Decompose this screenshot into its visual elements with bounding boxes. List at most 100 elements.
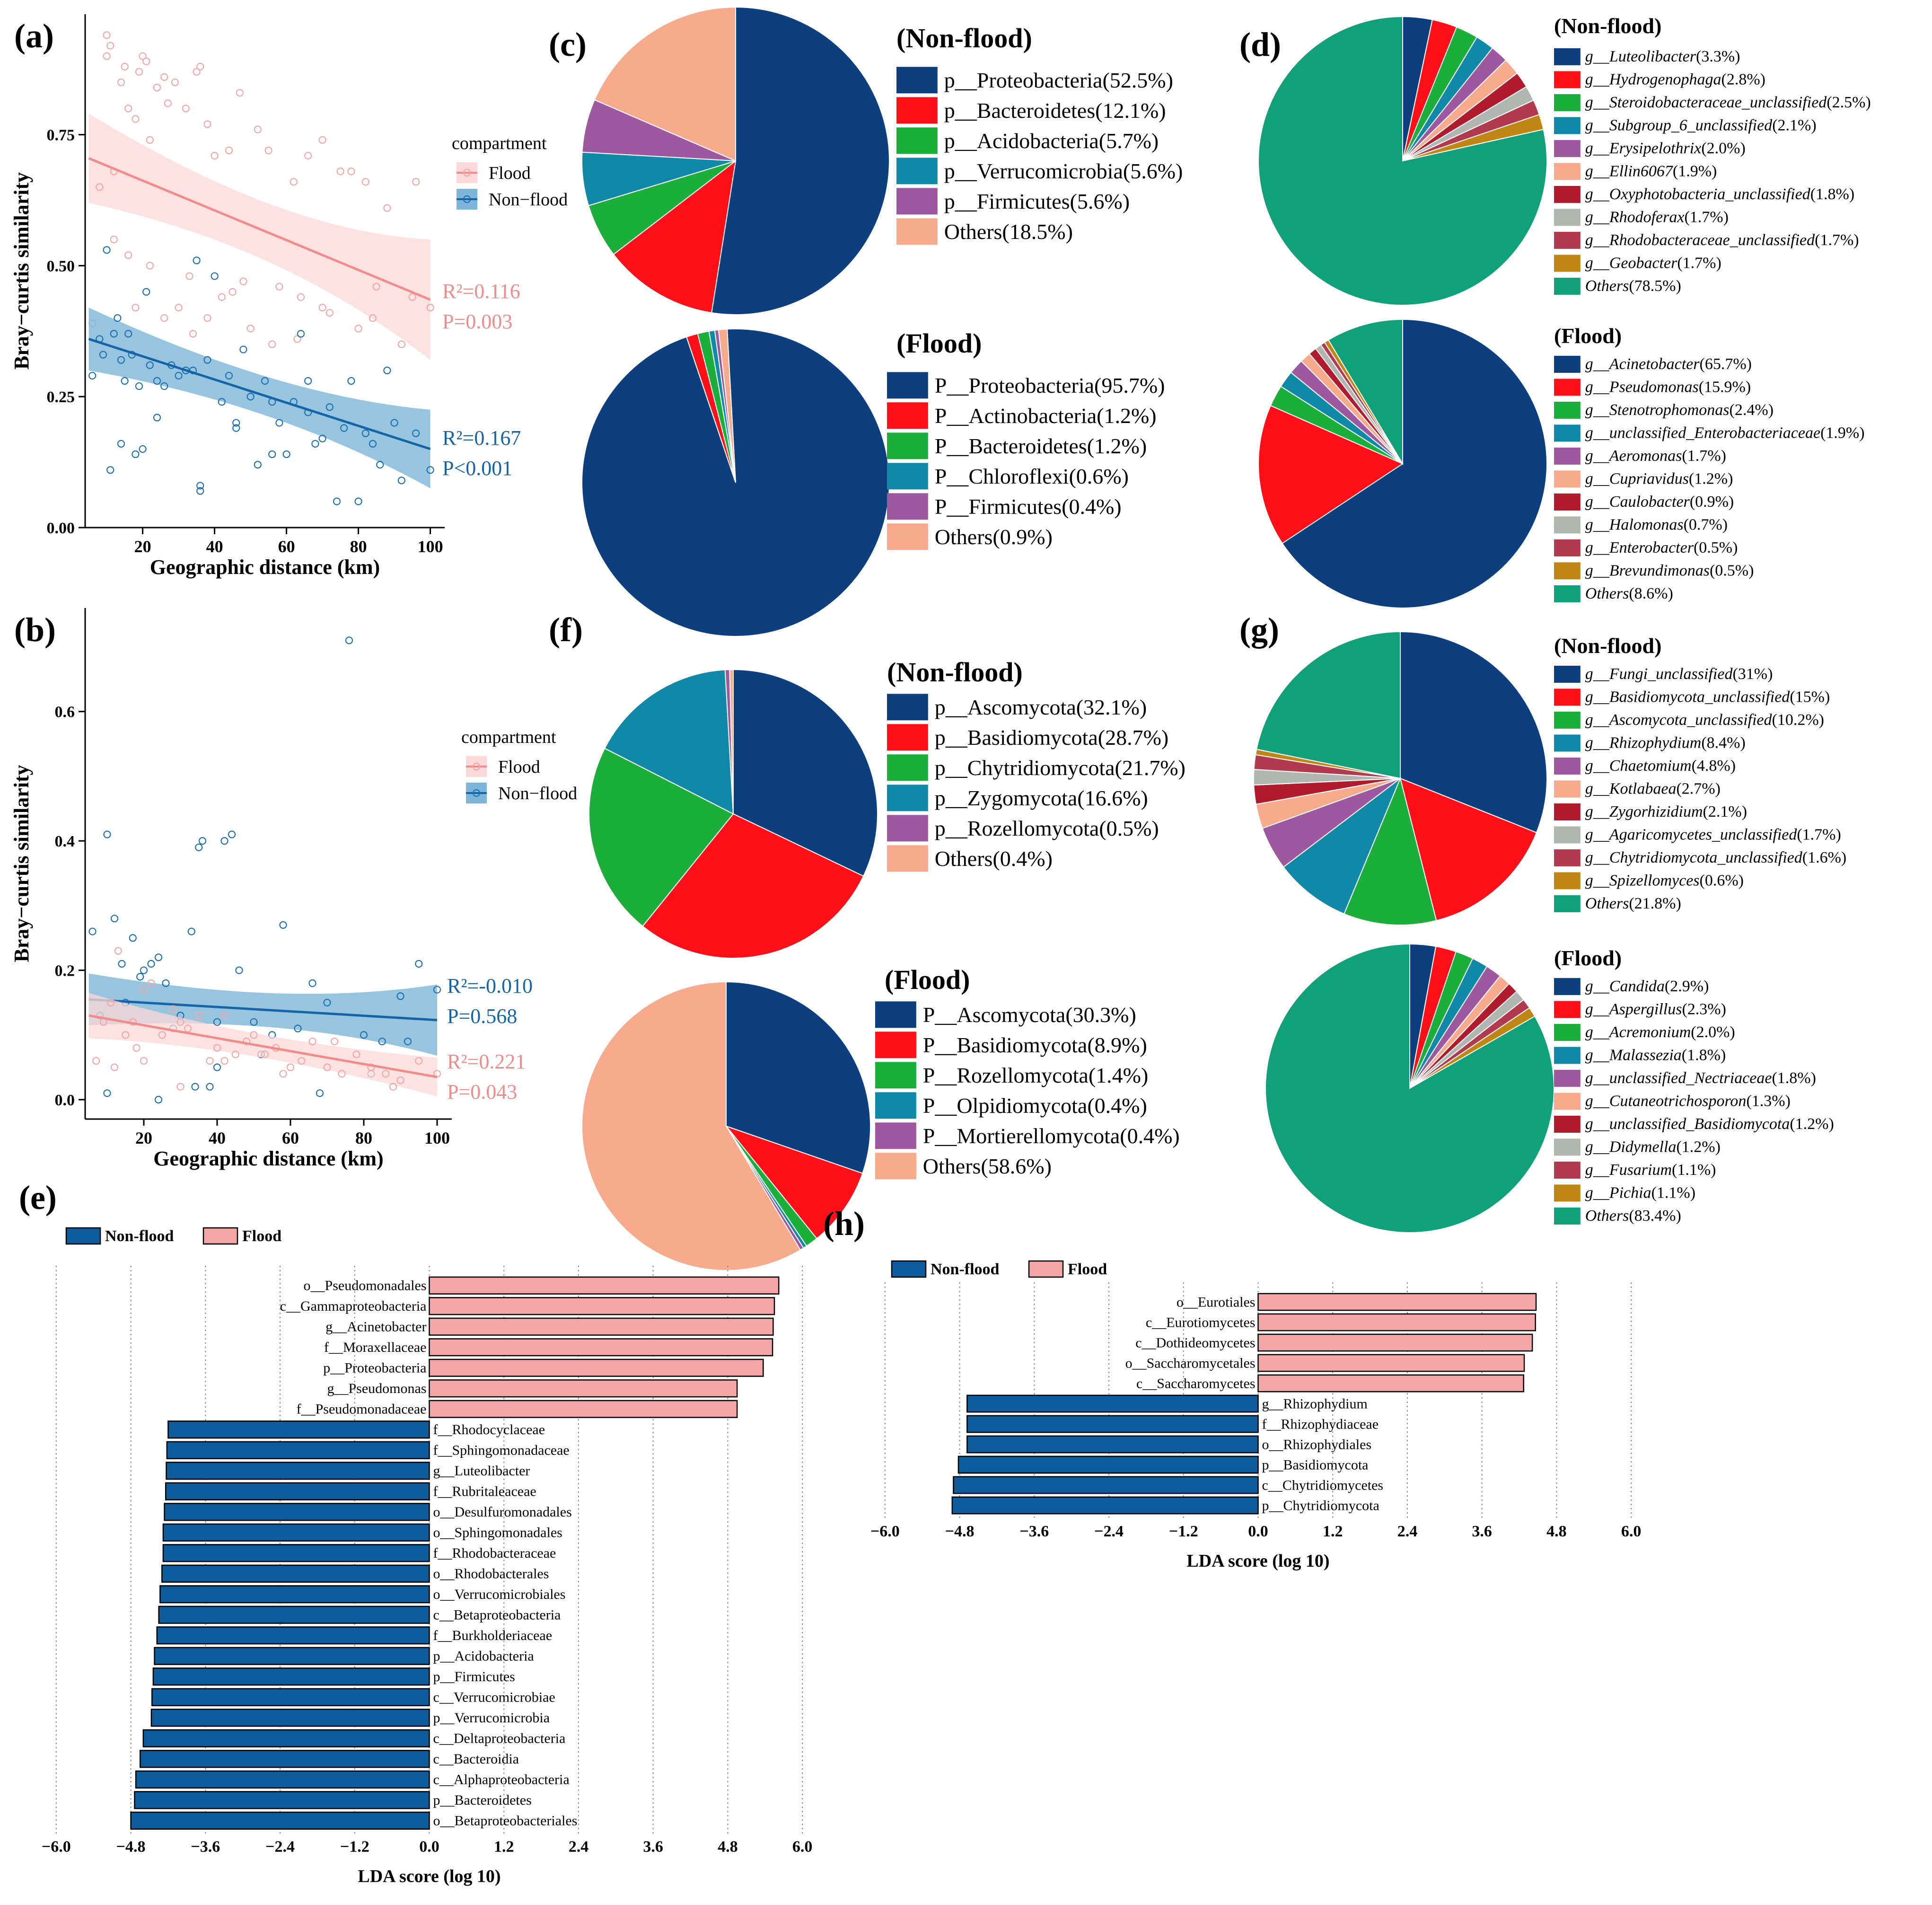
data-point-nonflood	[139, 445, 147, 453]
confidence-band-nonflood	[88, 308, 430, 488]
label-genus: unclassified_Nectriaceae	[1609, 1069, 1772, 1087]
data-point-nonflood	[360, 1031, 368, 1039]
data-point-nonflood	[103, 246, 111, 254]
data-point-flood	[195, 1012, 203, 1020]
data-point-nonflood	[261, 377, 269, 385]
legend-label: g__Aeromonas(1.7%)	[1585, 447, 1726, 465]
data-point-flood	[323, 1063, 331, 1071]
bar-label: c__Chytridiomycetes	[1262, 1477, 1384, 1493]
x-tick-label: −2.4	[1094, 1523, 1124, 1540]
legend-label: P__Bacteroidetes(1.2%)	[935, 434, 1147, 458]
legend-title: (Flood)	[1554, 324, 1622, 348]
legend-label: P__Olpidiomycota(0.4%)	[923, 1094, 1147, 1118]
data-point-flood	[254, 125, 262, 133]
lda-bar	[1257, 1333, 1533, 1352]
label-pct: (15%)	[1790, 688, 1830, 706]
data-point-nonflood	[412, 429, 420, 437]
legend-swatch	[1554, 1093, 1581, 1110]
x-tick-label: 40	[209, 1129, 226, 1147]
pie-slice	[1327, 318, 1403, 466]
regression-line-nonflood	[88, 998, 438, 1022]
lda-bar	[159, 1585, 430, 1604]
label-pct: (1.7%)	[1677, 255, 1721, 272]
label-prefix: g__	[1585, 71, 1610, 88]
data-point-nonflood	[396, 992, 404, 1000]
lda-bar	[429, 1338, 773, 1357]
data-point-flood	[185, 272, 193, 280]
data-point-flood	[336, 168, 344, 176]
data-point-nonflood	[318, 434, 326, 442]
label-pct: (1.9%)	[1820, 424, 1864, 442]
legend-entry: Non-flood	[105, 1227, 174, 1245]
data-point-flood	[196, 62, 204, 71]
data-point-nonflood	[316, 1089, 324, 1097]
data-point-flood	[372, 282, 380, 291]
label-pct: (31%)	[1732, 665, 1773, 683]
label-others: Others	[1585, 277, 1629, 295]
data-point-nonflood	[103, 1089, 111, 1097]
legend-label: g__Candida(2.9%)	[1585, 978, 1709, 995]
lda-bar	[140, 1750, 430, 1768]
data-point-nonflood	[390, 419, 398, 427]
legend-label: g__Didymella(1.2%)	[1585, 1138, 1721, 1156]
lda-bar	[429, 1297, 775, 1315]
data-point-flood	[308, 1037, 316, 1046]
label-genus: Cutaneotrichosporon	[1609, 1093, 1747, 1110]
bar-label: g__Pseudomonas	[327, 1381, 427, 1396]
bar-label: o__Rhodobacterales	[433, 1566, 549, 1582]
data-point-flood	[182, 105, 190, 113]
label-others: Others	[1585, 1207, 1629, 1225]
data-point-flood	[124, 251, 132, 259]
legend-label: p__Rozellomycota(0.5%)	[935, 816, 1159, 840]
legend-label: Others(78.5%)	[1585, 277, 1681, 295]
pie-slice	[1258, 405, 1404, 544]
legend-swatch	[1554, 255, 1581, 272]
data-point-nonflood	[361, 429, 369, 437]
data-point-flood	[92, 1057, 100, 1065]
lda-bar	[134, 1791, 430, 1809]
lda-bar	[957, 1455, 1259, 1474]
legend-label: p__Zygomycota(16.6%)	[935, 786, 1148, 810]
x-tick-label: −1.2	[340, 1838, 369, 1856]
legend-label: p__Ascomycota(32.1%)	[935, 695, 1147, 719]
label-genus: Cupriavidus	[1609, 470, 1689, 488]
data-point-nonflood	[153, 414, 161, 422]
legend-label: g__Basidiomycota_unclassified(15%)	[1585, 688, 1830, 706]
bar-label: p__Proteobacteria	[323, 1360, 426, 1376]
lda-bar	[156, 1626, 430, 1645]
pie-slice	[1282, 776, 1402, 915]
legend-label: g__Pichia(1.1%)	[1585, 1184, 1695, 1202]
pie-slice	[1256, 631, 1401, 779]
legend-label: g__unclassified_Basidiomycota(1.2%)	[1585, 1115, 1834, 1133]
x-tick-label: 2.4	[569, 1838, 589, 1856]
legend-label: g__Ascomycota_unclassified(10.2%)	[1585, 711, 1824, 729]
pie-slice	[594, 6, 736, 162]
label-pct: (83.4%)	[1629, 1207, 1681, 1225]
label-genus: Ellin6067	[1609, 163, 1674, 180]
legend-swatch	[875, 1122, 916, 1149]
data-point-nonflood	[211, 272, 219, 280]
label-prefix: g__	[1585, 255, 1610, 272]
label-pct: (2.0%)	[1691, 1023, 1735, 1041]
legend-swatch	[896, 158, 938, 185]
data-point-nonflood	[225, 371, 233, 380]
label-genus: Aeromonas	[1608, 447, 1682, 465]
data-point-nonflood	[246, 393, 255, 401]
label-genus: Rhodobacteraceae_unclassified	[1609, 231, 1815, 249]
data-point-nonflood	[154, 953, 163, 961]
lda-bar	[166, 1462, 430, 1480]
p-value-label: P=0.003	[442, 310, 512, 333]
y-tick-label: 0.25	[47, 388, 75, 406]
data-point-flood	[211, 151, 219, 160]
data-point-nonflood	[132, 450, 140, 459]
data-point-nonflood	[354, 497, 362, 505]
y-axis-title: Bray−curtis similarity	[10, 172, 33, 370]
label-pct: (1.8%)	[1682, 1047, 1726, 1064]
data-point-flood	[250, 1031, 258, 1039]
legend-label: g__Rhizophydium(8.4%)	[1585, 734, 1746, 752]
label-prefix: g__	[1585, 1001, 1610, 1018]
data-point-nonflood	[88, 371, 97, 380]
label-genus: Oxyphotobacteria_unclassified	[1609, 185, 1811, 203]
label-prefix: g__	[1585, 849, 1610, 866]
legend-swatch	[875, 1032, 916, 1058]
